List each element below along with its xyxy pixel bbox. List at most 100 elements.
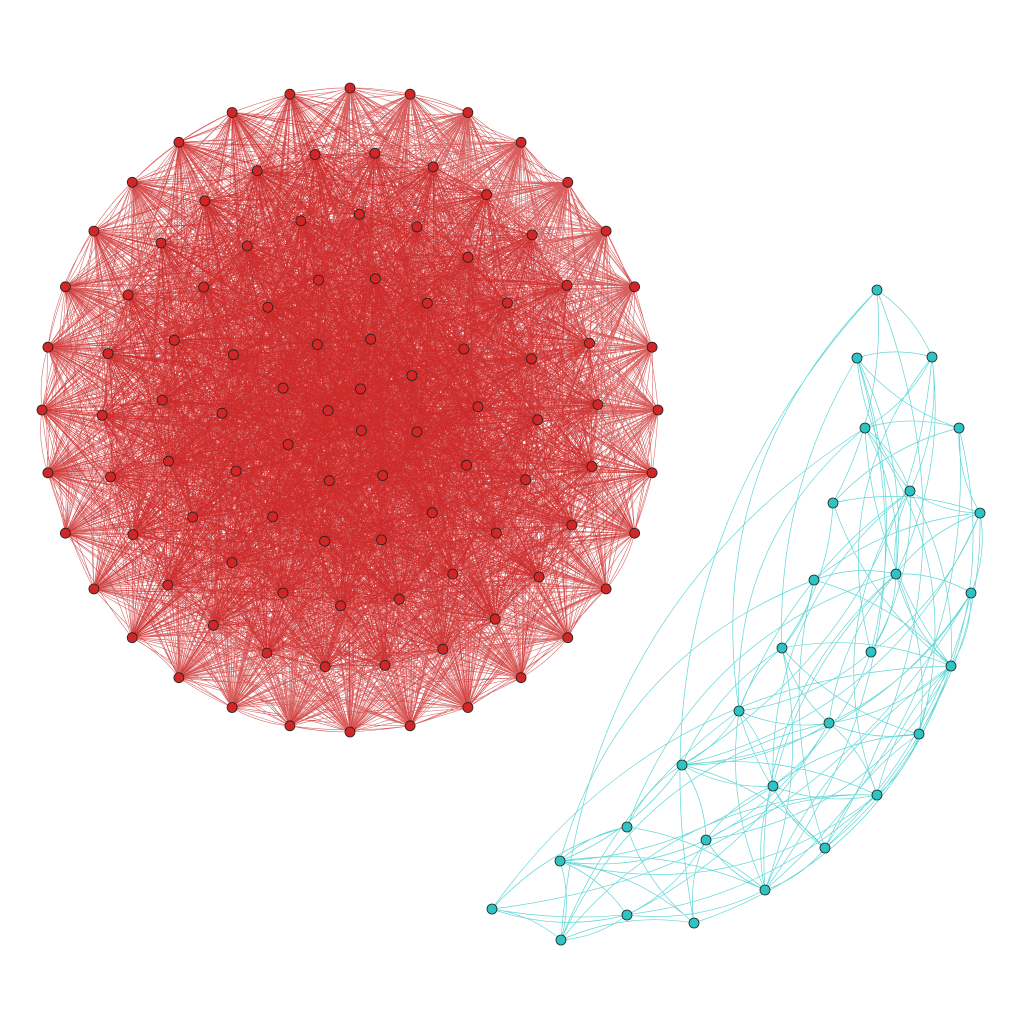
red-node [216, 407, 228, 419]
cyan-node [621, 909, 633, 921]
red-node [462, 107, 474, 118]
red-node [60, 281, 71, 293]
red-node [230, 465, 242, 477]
cyan-node [621, 821, 633, 833]
red-node [533, 571, 545, 583]
red-node [284, 88, 296, 100]
red-node [515, 672, 527, 684]
red-node [355, 383, 366, 395]
cyan-node [926, 351, 938, 363]
cyan-node [913, 728, 925, 740]
red-node [42, 467, 54, 479]
red-node [277, 587, 289, 599]
cyan-node [974, 507, 986, 519]
red-node [309, 149, 321, 161]
red-node [561, 279, 573, 291]
red-node [198, 281, 210, 293]
red-node [88, 225, 100, 237]
cyan-node [945, 660, 957, 672]
cyan-node [890, 568, 902, 580]
red-node [437, 643, 449, 655]
red-node [369, 147, 381, 159]
red-node [447, 568, 459, 580]
red-node [344, 726, 356, 738]
cyan-node [776, 642, 788, 654]
red-node [490, 527, 502, 539]
red-node [526, 353, 537, 365]
red-cluster-nodes [36, 82, 664, 738]
red-node [600, 583, 612, 595]
red-node [586, 461, 598, 472]
red-node [426, 507, 438, 519]
red-node [127, 529, 139, 540]
red-node [532, 414, 544, 426]
red-node [173, 672, 185, 684]
red-node [353, 208, 365, 220]
red-node [122, 289, 134, 301]
red-node [284, 720, 296, 732]
red-node [566, 519, 578, 531]
red-node [267, 511, 279, 523]
red-node [102, 348, 114, 359]
red-node [162, 579, 174, 591]
red-node [168, 334, 180, 346]
red-node [319, 661, 331, 673]
red-node [646, 341, 658, 353]
red-node [199, 195, 211, 207]
cyan-node [767, 780, 779, 792]
red-node [322, 405, 334, 417]
cyan-node [688, 917, 700, 929]
cyan-node [555, 934, 567, 946]
red-node [207, 619, 219, 631]
red-node [313, 274, 324, 286]
red-node [187, 511, 199, 523]
red-node [377, 470, 389, 481]
cyan-node [700, 834, 712, 846]
cyan-node [823, 717, 835, 729]
red-node [365, 333, 377, 345]
red-node [155, 237, 167, 249]
red-edge-bundle [161, 220, 479, 563]
red-node [311, 339, 323, 350]
cyan-node [904, 485, 916, 497]
red-node [173, 136, 185, 148]
cyan-node [865, 646, 877, 658]
red-node [335, 600, 347, 612]
red-node [376, 534, 387, 546]
cyan-node [486, 903, 498, 915]
red-node [295, 215, 307, 227]
red-node [652, 404, 664, 416]
cyan-node [827, 497, 839, 509]
red-node [261, 647, 273, 659]
cyan-node [859, 422, 871, 434]
red-node [241, 240, 253, 252]
red-node [562, 176, 574, 188]
red-node [406, 370, 418, 381]
red-node [60, 527, 71, 539]
red-node [458, 343, 470, 355]
cyan-node [871, 789, 883, 801]
cyan-node [871, 284, 883, 296]
red-node [404, 88, 416, 100]
red-node [282, 439, 294, 450]
red-node [323, 475, 335, 487]
red-node [421, 297, 433, 309]
red-node [277, 382, 289, 394]
red-node [472, 401, 484, 413]
red-node [411, 221, 423, 233]
cyan-cluster-nodes [486, 284, 986, 946]
red-node [42, 341, 54, 353]
red-node [393, 593, 405, 605]
red-node [562, 632, 574, 644]
red-node [515, 136, 527, 148]
red-node [600, 225, 612, 237]
red-node [96, 409, 108, 421]
red-node [319, 535, 331, 547]
red-node [36, 404, 48, 416]
red-node [489, 613, 501, 625]
red-node [481, 189, 493, 201]
red-node [126, 632, 138, 644]
red-node [646, 467, 658, 479]
red-cluster-edges [40, 87, 659, 733]
red-node [520, 474, 532, 486]
